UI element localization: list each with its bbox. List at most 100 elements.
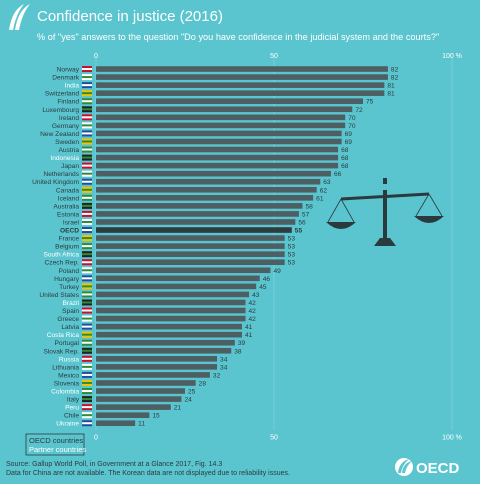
country-flag-icon — [82, 363, 92, 370]
legend-box — [25, 433, 85, 456]
category-label: Ireland — [59, 115, 79, 122]
bar — [96, 170, 331, 177]
country-flag-icon — [82, 339, 92, 346]
bar-row: Portugal 39 — [54, 339, 246, 347]
country-flag-icon — [82, 291, 92, 298]
data-label: 21 — [174, 405, 182, 412]
chart-title: Confidence in justice (2016) — [37, 8, 223, 25]
category-label: Italy — [67, 397, 80, 404]
bar — [96, 211, 299, 217]
country-flag-icon — [82, 74, 92, 81]
tick-label-top: 0 — [94, 53, 98, 60]
oecd-corner-logo — [9, 4, 30, 30]
data-label: 43 — [252, 292, 260, 299]
bar-row: Germany 70 — [52, 122, 356, 130]
bar — [96, 122, 346, 129]
category-label: South Africa — [43, 252, 79, 259]
bar-row: Norway 82 — [57, 66, 399, 74]
bar-row: India 81 — [65, 82, 395, 90]
bar — [96, 404, 171, 410]
bar-row: Israel 56 — [63, 218, 306, 226]
data-label: 81 — [387, 91, 395, 98]
country-flag-icon — [82, 259, 92, 266]
bar — [96, 283, 257, 290]
data-label: 69 — [345, 139, 353, 146]
bar — [96, 315, 246, 322]
legend-partner-label: Partner countries — [29, 445, 86, 454]
bar — [96, 323, 242, 330]
bars: Norway 82 Denmark 82 India 81 Switzerland 81 Fin… — [32, 66, 399, 428]
category-label: Slovenia — [54, 380, 80, 387]
category-label: Finland — [57, 99, 79, 106]
bar-row: Hungary 46 — [54, 275, 270, 283]
bar — [96, 90, 385, 96]
bar-row: Austria 68 — [58, 146, 349, 154]
data-label: 56 — [298, 219, 306, 226]
category-label: Sweden — [55, 139, 79, 146]
data-label: 69 — [345, 131, 353, 138]
bar — [96, 82, 385, 88]
data-label: 39 — [238, 340, 246, 347]
source-note: Source: Gallup World Poll, in Government… — [6, 461, 222, 468]
bar — [96, 162, 339, 169]
category-label: Switzerland — [45, 91, 79, 98]
country-flag-icon — [82, 307, 92, 314]
bar-row: Lithuania 34 — [52, 363, 228, 371]
category-label: Norway — [57, 67, 80, 74]
bar — [96, 259, 285, 266]
category-label: United Kingdom — [32, 179, 79, 186]
data-label: 53 — [288, 252, 296, 259]
bar — [96, 364, 218, 370]
country-flag-icon — [82, 404, 92, 411]
data-label: 53 — [288, 244, 296, 251]
bar — [96, 388, 185, 394]
bar-row: OECD 55 — [60, 227, 302, 235]
data-label: 41 — [245, 332, 253, 339]
category-label: Australia — [53, 203, 79, 210]
bar — [96, 347, 232, 354]
data-label: 61 — [316, 195, 324, 202]
category-label: Hungary — [54, 276, 80, 283]
category-label: Canada — [56, 187, 79, 194]
data-label: 57 — [302, 211, 310, 218]
country-flag-icon — [82, 243, 92, 250]
bar-row: Latvia 41 — [61, 323, 253, 331]
data-label: 68 — [341, 147, 349, 154]
bar-row: Belgium 53 — [55, 243, 295, 251]
country-flag-icon — [82, 106, 92, 113]
bar — [96, 299, 246, 306]
bar-row: Ukraine 11 — [56, 420, 145, 428]
data-label: 15 — [152, 413, 160, 420]
scales-of-justice-icon — [326, 178, 444, 246]
country-flag-icon — [82, 315, 92, 322]
data-label: 45 — [259, 284, 267, 291]
data-label: 41 — [245, 324, 253, 331]
bar — [96, 146, 339, 153]
legend-oecd-label: OECD countries — [29, 436, 83, 445]
bar — [96, 106, 353, 113]
bar-row: Brazil 42 — [63, 299, 257, 307]
category-label: Greece — [57, 316, 79, 323]
data-label: 11 — [138, 421, 145, 428]
data-label: 34 — [220, 364, 228, 371]
data-label: 62 — [320, 187, 328, 194]
country-flag-icon — [82, 194, 92, 201]
country-flag-icon — [82, 251, 92, 258]
category-label: New Zealand — [40, 131, 79, 138]
data-label: 53 — [288, 236, 296, 243]
oecd-logo-text: OECD — [416, 460, 460, 477]
bar — [96, 275, 260, 282]
country-flag-icon — [82, 186, 92, 193]
category-label: United States — [39, 292, 79, 299]
bar — [96, 227, 292, 233]
country-flag-icon — [82, 154, 92, 161]
data-label: 68 — [341, 163, 349, 170]
data-label: 81 — [387, 83, 395, 90]
data-label: 53 — [288, 260, 296, 267]
bar — [96, 291, 250, 298]
data-label: 42 — [249, 300, 257, 307]
data-label: 34 — [220, 356, 228, 363]
chart-subtitle: % of "yes" answers to the question "Do y… — [37, 32, 439, 42]
country-flag-icon — [82, 218, 92, 225]
